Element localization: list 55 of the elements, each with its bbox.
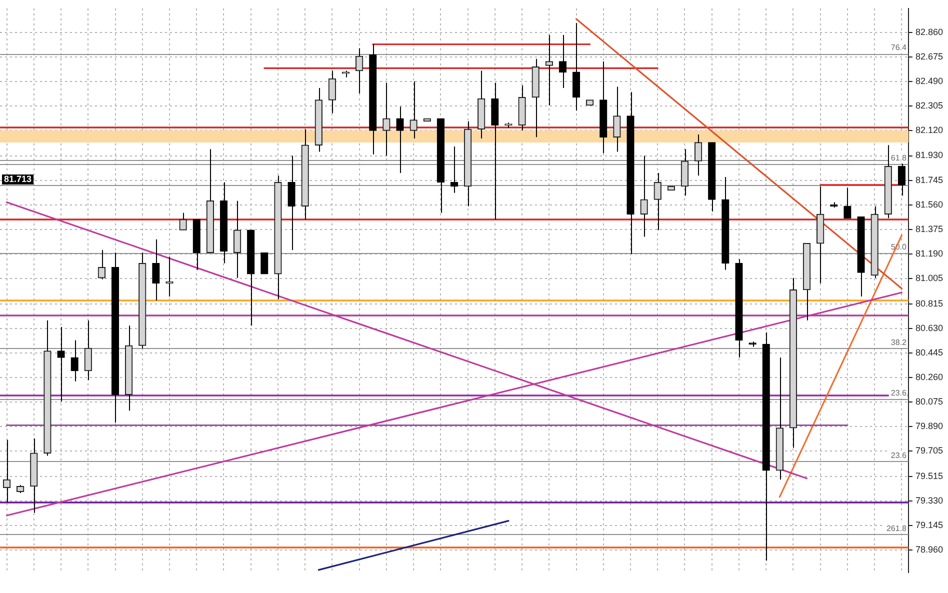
- y-tick-label: 82.305: [915, 100, 944, 110]
- candlestick: [166, 256, 174, 297]
- y-tick-label: 80.815: [915, 298, 944, 308]
- y-tick-label: 80.075: [915, 396, 944, 406]
- candlestick: [558, 34, 567, 89]
- candlestick: [640, 155, 648, 238]
- candlestick: [654, 172, 662, 231]
- y-tick-label: 80.445: [915, 347, 944, 358]
- candlestick: [545, 34, 553, 106]
- y-tick-label: 79.145: [915, 520, 944, 530]
- candlestick: [680, 148, 689, 196]
- y-tick-label: 81.375: [915, 224, 944, 234]
- annotation: 61.8: [890, 153, 908, 162]
- y-tick-label: 80.260: [915, 372, 944, 382]
- candlestick: [70, 340, 78, 382]
- y-tick-label: 79.330: [915, 495, 944, 506]
- annotation: 23.6: [890, 450, 908, 460]
- y-tick-label: 81.745: [915, 174, 944, 185]
- candlestick: [355, 48, 364, 94]
- y-tick-label: 82.490: [915, 76, 944, 86]
- candlestick: [382, 82, 390, 156]
- candlestick: [57, 326, 65, 402]
- y-tick-label: 81.190: [915, 248, 944, 258]
- candlestick: [84, 320, 92, 381]
- y-tick-label: 81.930: [915, 150, 944, 160]
- candlestick: [2, 439, 11, 503]
- y-tick-label: 80.630: [915, 322, 944, 333]
- y-tick-label: 78.960: [915, 544, 944, 555]
- candlestick: [450, 146, 458, 194]
- annotation: 76.4: [890, 43, 908, 52]
- candlestick: [179, 212, 187, 231]
- y-tick-label: 79.890: [915, 421, 944, 432]
- candlestick: [410, 80, 418, 139]
- candlestick: [233, 200, 242, 278]
- annotation: 261.8: [886, 524, 908, 533]
- y-tick-label: 79.515: [915, 470, 944, 481]
- candlestick: [98, 250, 106, 280]
- y-tick-label: 82.120: [915, 125, 944, 136]
- y-tick-label: 79.705: [915, 446, 944, 456]
- candlestick: [288, 155, 296, 251]
- annotation: 23.6: [890, 388, 908, 398]
- candlestick: [328, 70, 336, 114]
- candlestick: [260, 252, 268, 274]
- candlestick: [572, 22, 580, 112]
- y-tick-label: 81.560: [915, 199, 944, 210]
- annotation: 38.2: [890, 338, 908, 347]
- ref-line-label: 81.713: [4, 174, 32, 184]
- candlestick: [694, 134, 702, 176]
- candlestick: [396, 106, 404, 174]
- candlestick: [152, 238, 160, 301]
- y-tick-label: 82.860: [915, 26, 944, 37]
- candlestick: [898, 163, 906, 196]
- y-tick-label: 82.675: [915, 51, 944, 62]
- candlestick: [613, 86, 621, 152]
- y-tick-label: 81.005: [915, 273, 944, 284]
